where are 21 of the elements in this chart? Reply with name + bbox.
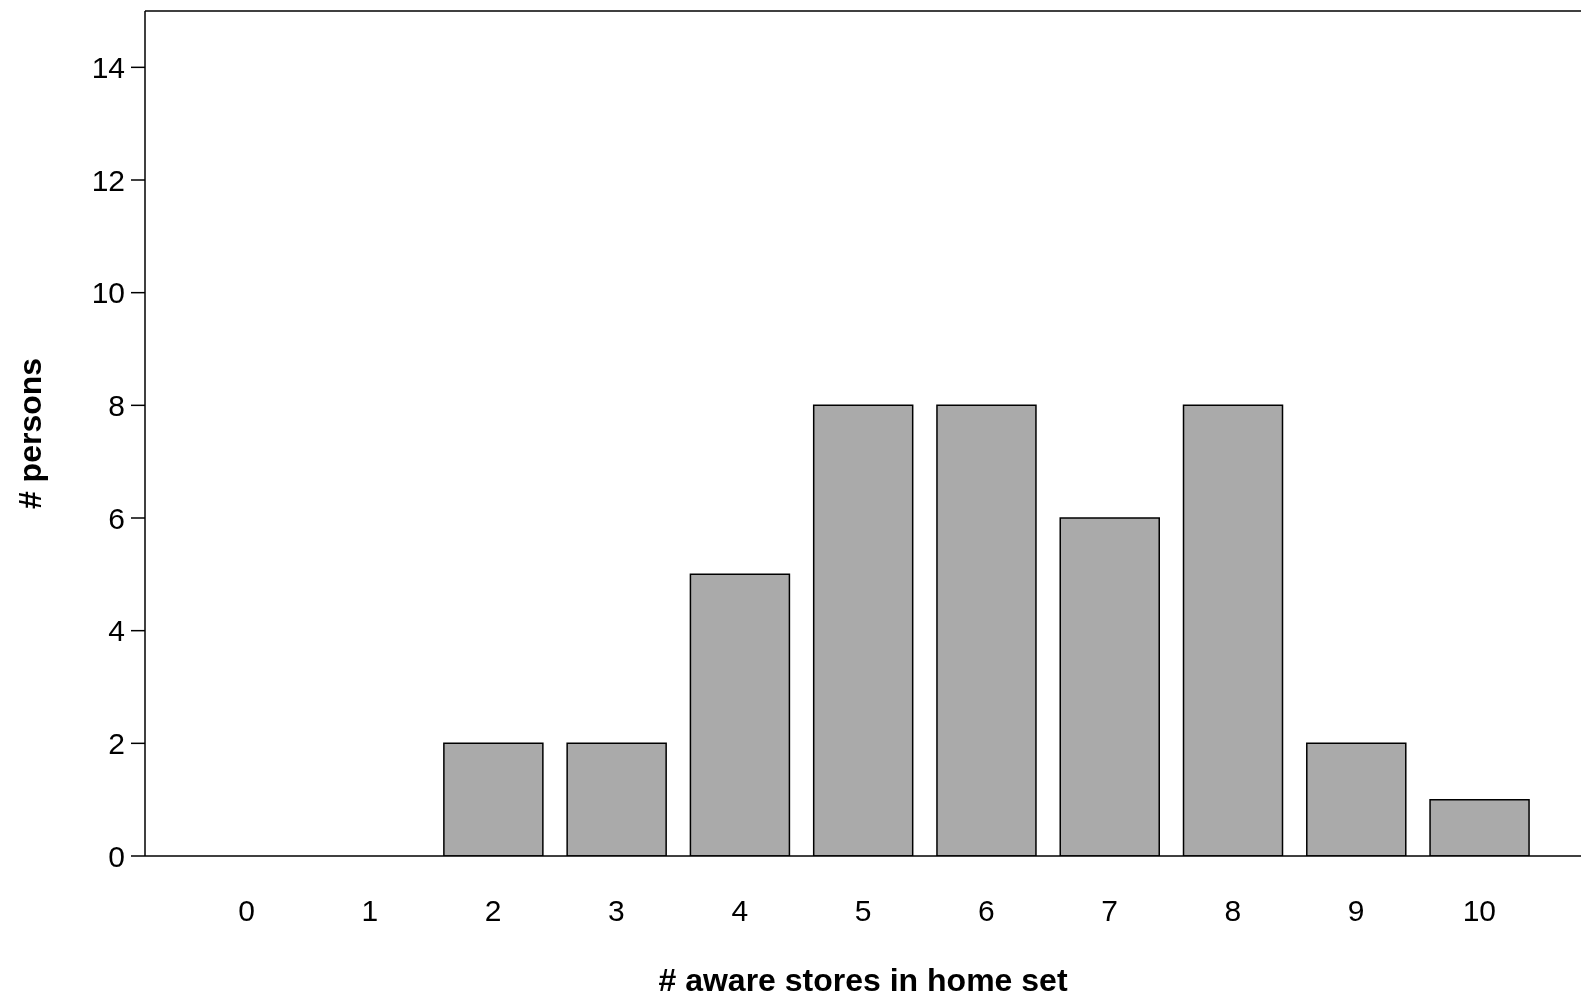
x-tick-label: 5 — [854, 894, 872, 928]
y-axis-title: # persons — [12, 357, 49, 510]
x-tick-label: 10 — [1462, 894, 1497, 928]
x-tick-label: 3 — [608, 894, 625, 928]
x-tick-label: 7 — [1101, 894, 1118, 928]
y-tick-label: 6 — [108, 501, 125, 535]
y-tick-label: 4 — [108, 614, 125, 648]
x-tick-label: 0 — [238, 894, 255, 928]
x-tick-label: 8 — [1224, 894, 1242, 928]
x-axis-title: # aware stores in home set — [658, 962, 1068, 993]
x-tick-label: 1 — [361, 894, 379, 928]
x-tick-label: 4 — [731, 894, 749, 928]
x-tick-label: 6 — [977, 894, 995, 928]
y-tick-label: 8 — [108, 388, 125, 422]
x-tick-label: 2 — [484, 894, 502, 928]
y-tick-label: 14 — [91, 50, 125, 84]
y-tick-label: 0 — [108, 839, 125, 873]
y-tick-label: 2 — [108, 726, 125, 760]
y-tick-label: 10 — [91, 276, 125, 310]
y-tick-label: 12 — [91, 163, 125, 197]
x-tick-label: 9 — [1347, 894, 1365, 928]
